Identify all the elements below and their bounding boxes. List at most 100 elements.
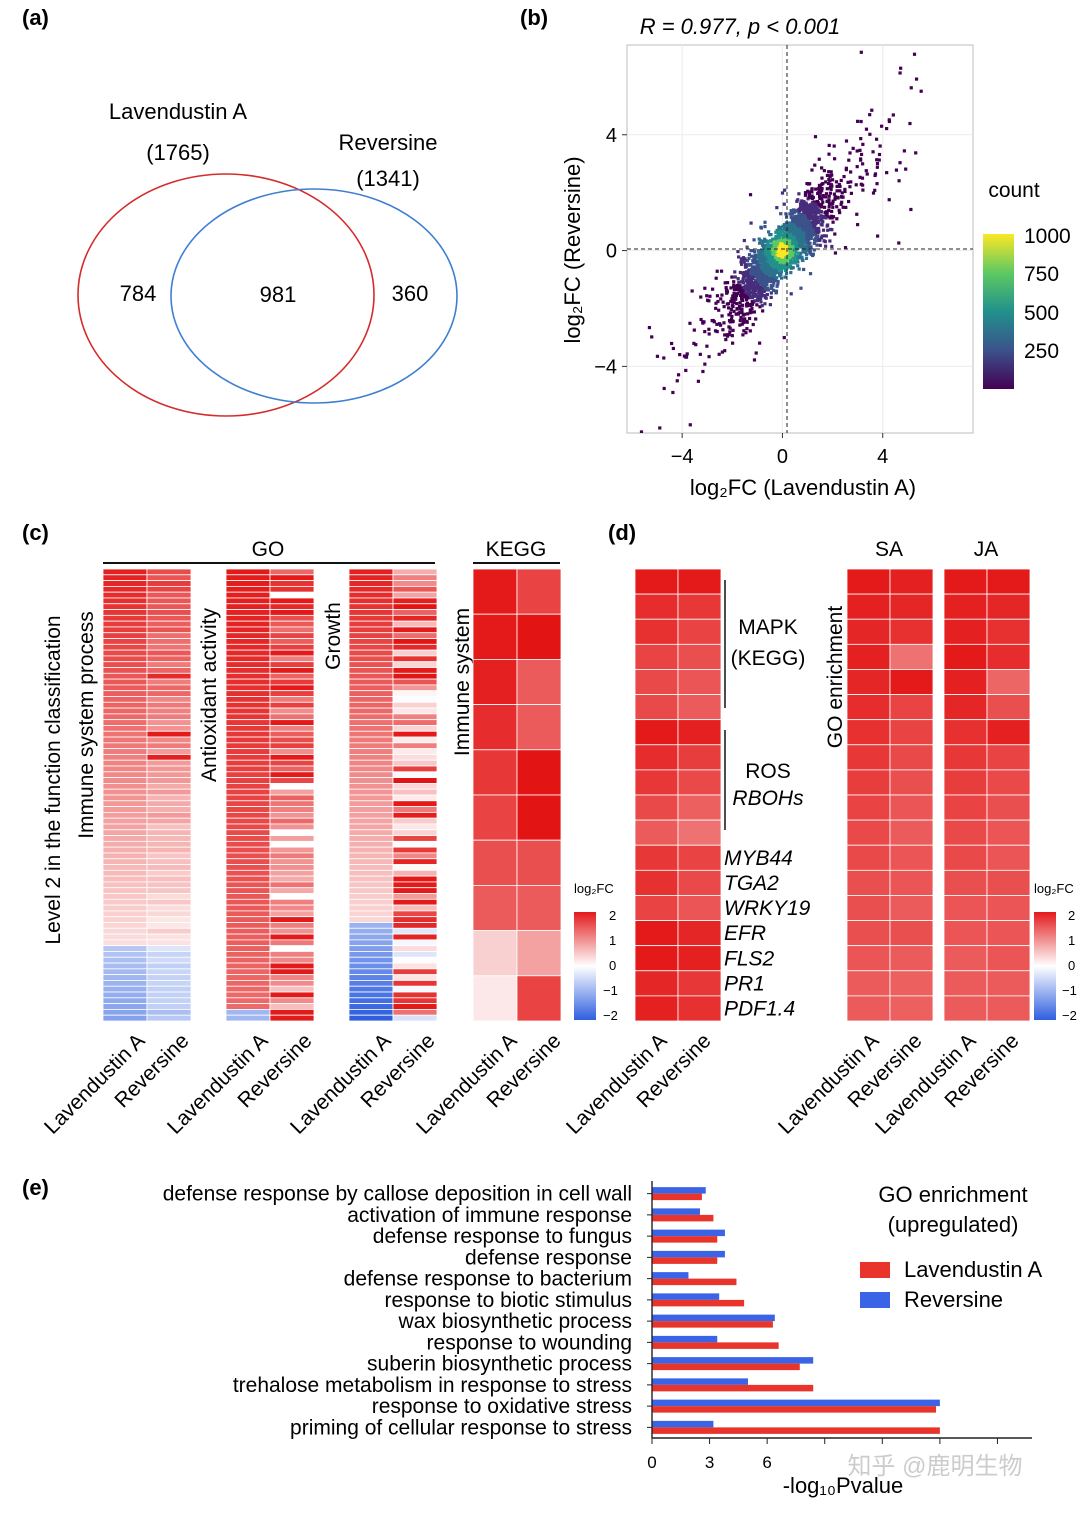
- go-immune-process-cell: [102, 614, 148, 622]
- go-growth-cell: [348, 638, 394, 645]
- go-antioxidant-cell: [225, 794, 271, 802]
- scatter-point: [798, 202, 803, 206]
- scatter-stat: R = 0.977, p < 0.001: [640, 14, 841, 39]
- go-growth-cell: [392, 956, 438, 964]
- go-antioxidant-cell: [225, 875, 271, 883]
- go-antioxidant-cell: [225, 597, 271, 605]
- go-immune-process-cell: [146, 985, 192, 993]
- scatter-point: [909, 86, 913, 90]
- go-growth-cell: [392, 719, 438, 726]
- scatter-point: [759, 289, 763, 293]
- scatter-point: [747, 316, 752, 321]
- colorbar-tick-500: 500: [1024, 302, 1059, 325]
- go-immune-process-cell: [102, 835, 148, 842]
- scatter-point: [758, 305, 762, 309]
- go-immune-process-cell: [146, 840, 192, 848]
- scatter-point: [807, 236, 811, 240]
- scatter-point: [791, 245, 795, 249]
- scatter-point: [740, 311, 744, 315]
- scatter-point: [802, 240, 806, 245]
- go-growth-cell: [348, 661, 394, 668]
- scatter-point: [763, 251, 768, 256]
- scatter-point: [726, 302, 731, 306]
- venn-set-a-count: (1765): [146, 140, 210, 165]
- go-immune-process-cell: [102, 725, 148, 732]
- scatter-point: [809, 252, 813, 256]
- scatter-point: [788, 248, 793, 253]
- scatter-point: [887, 119, 892, 124]
- scatter-point: [732, 297, 736, 301]
- scatter-point: [753, 299, 757, 303]
- go-growth-cell: [392, 811, 438, 819]
- scatter-point: [827, 200, 831, 204]
- go-antioxidant-cell: [225, 898, 271, 906]
- scatter-point: [838, 189, 842, 193]
- scatter-point: [738, 270, 742, 275]
- scatter-point: [891, 113, 895, 117]
- gene-cell: [677, 794, 722, 821]
- scatter-point: [835, 217, 839, 221]
- panel-a-label: (a): [22, 5, 49, 30]
- go-immune-process-cell: [102, 933, 148, 941]
- go-growth-cell: [348, 696, 394, 703]
- scatter-point: [763, 295, 767, 299]
- scatter-point: [873, 188, 877, 192]
- scatter-point: [789, 215, 793, 219]
- go-growth-cell: [348, 771, 394, 779]
- scatter-point: [749, 263, 753, 267]
- scatter-point: [769, 239, 773, 243]
- go-growth-cell: [348, 667, 394, 674]
- scatter-point: [730, 300, 735, 304]
- scatter-point: [834, 196, 838, 200]
- scatter-point: [810, 190, 814, 194]
- go-antioxidant-cell: [225, 591, 271, 599]
- scatter-point: [764, 248, 768, 252]
- go-immune-process-cell: [102, 1003, 148, 1010]
- go-growth-cell: [348, 852, 394, 860]
- scatter-point: [796, 260, 800, 264]
- scatter-point: [835, 205, 839, 209]
- scatter-ticks: −4 0 4 4 0 −4: [594, 125, 888, 468]
- scatter-point: [743, 275, 747, 279]
- scatter-point: [760, 254, 764, 259]
- scatter-point: [875, 158, 879, 162]
- scatter-point: [729, 286, 733, 290]
- scatter-point: [769, 295, 773, 300]
- scatter-point: [797, 267, 801, 271]
- go-immune-process-cell: [102, 707, 148, 715]
- go-growth-cell: [392, 817, 438, 825]
- go-antioxidant-cell: [269, 713, 315, 721]
- go-growth-cell: [392, 742, 438, 750]
- scatter-point: [740, 307, 744, 311]
- go-growth-cell: [392, 980, 438, 987]
- bar-lavendustin: [652, 1299, 745, 1307]
- scatter-point: [817, 202, 821, 206]
- scatter-point: [734, 293, 738, 298]
- go-ja-cell: [943, 593, 988, 620]
- go-immune-process-cell: [146, 1009, 192, 1016]
- scatter-point: [784, 256, 788, 260]
- scatter-point: [868, 132, 872, 136]
- scatter-point: [740, 295, 744, 300]
- go-antioxidant-cell: [225, 667, 271, 674]
- scatter-point: [802, 235, 806, 239]
- scatter-point: [819, 205, 823, 209]
- go-immune-process-cell: [146, 765, 192, 773]
- go-growth-cell: [392, 690, 438, 697]
- kegg-immune-system-cell: [516, 794, 562, 841]
- go-immune-process-cell: [102, 667, 148, 674]
- go-growth-cell: [392, 765, 438, 773]
- go-antioxidant-cell: [225, 893, 271, 900]
- go-immune-process-cell: [102, 968, 148, 976]
- scatter-point: [810, 202, 814, 206]
- scatter-point: [827, 194, 831, 198]
- go-growth-cell: [348, 597, 394, 605]
- block-label-immune-process: Immune system process: [75, 611, 98, 839]
- gene-cell: [677, 769, 722, 796]
- scatter-point: [801, 258, 805, 263]
- go-immune-process-cell: [102, 783, 148, 790]
- scatter-point: [732, 280, 736, 284]
- go-immune-process-cell: [102, 736, 148, 744]
- scatter-point: [676, 373, 681, 377]
- gene-cell: [677, 568, 722, 595]
